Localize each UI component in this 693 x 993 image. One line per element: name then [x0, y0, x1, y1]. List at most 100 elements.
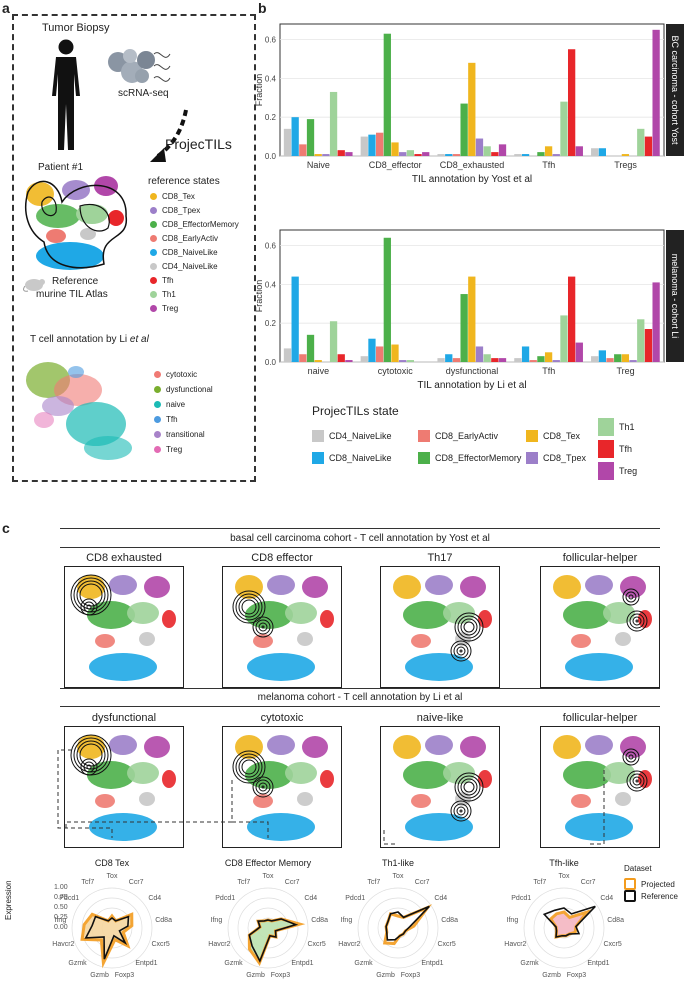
umap-title: Th17 — [427, 552, 453, 564]
radar-gene-label: Entpd1 — [421, 960, 444, 968]
umap-cluster — [478, 770, 492, 788]
biopsy-title: Tumor Biopsy — [42, 22, 110, 34]
umap-cluster — [127, 762, 159, 784]
legend-swatch — [150, 277, 157, 284]
row1-title: basal cell carcinoma cohort - T cell ann… — [230, 533, 490, 544]
umap-cluster — [393, 735, 421, 759]
radar-reference — [84, 915, 130, 960]
density-contour — [258, 622, 268, 632]
legend-label: dysfunctional — [166, 385, 213, 394]
y-tick-label: 0.0 — [265, 358, 277, 367]
umap-title: dysfunctional — [91, 712, 157, 724]
legend-b-item: CD8_EarlyActiv — [418, 430, 498, 442]
umap-cluster — [443, 762, 475, 784]
x-tick-label: dysfunctional — [446, 366, 499, 376]
umap-cluster — [460, 576, 486, 598]
bar-CD4_NaiveLike-CD8_exhausted — [437, 154, 445, 156]
density-contour — [80, 598, 98, 616]
radar-gene-label: Cd4 — [600, 894, 614, 902]
bar-CD4_NaiveLike-cytotoxic — [360, 356, 368, 362]
umap-cluster — [247, 653, 315, 681]
legend-item: Treg — [154, 445, 182, 454]
umap-cluster — [411, 794, 431, 808]
density-contour — [629, 613, 645, 629]
panel-a-frame — [12, 14, 256, 482]
radar-reference — [542, 905, 596, 938]
radar-gene-label: Ccr7 — [580, 878, 596, 886]
legend-swatch — [150, 263, 157, 270]
radar-gene-label: Ifng — [506, 916, 519, 924]
bar-CD8_EarlyActiv-naive — [299, 354, 307, 362]
x-tick-label: CD8_effector — [369, 160, 422, 170]
bar-Th1-CD8_exhausted — [483, 146, 491, 156]
umap-title: CD8 effector — [251, 552, 313, 564]
legend-label: CD8_Tpex — [543, 453, 587, 463]
density-contour — [238, 756, 260, 778]
legend-label: CD8_NaiveLike — [162, 248, 218, 257]
bar-CD8_NaiveLike-Naive — [291, 117, 299, 156]
radar-gene-label: Entpd1 — [587, 960, 610, 968]
legend-swatch — [150, 235, 157, 242]
density-contour — [83, 601, 95, 613]
bar-CD4_NaiveLike-dysfunctional — [437, 358, 445, 362]
umap-cluster — [302, 736, 328, 758]
bar-CD4_NaiveLike-Tfh — [514, 358, 522, 362]
bar-Tfh-Tfh — [568, 49, 576, 157]
bar-CD8_NaiveLike-naive — [291, 276, 299, 362]
y-tick-label: 0.2 — [265, 319, 277, 328]
bar-Treg-Treg — [652, 282, 660, 362]
radar-tick: 0.75 — [54, 894, 68, 901]
panel-b-bar-charts: 0.0 0.2 0.4 0.6 Fraction Naive CD8_effector CD8… — [254, 23, 684, 391]
density-contour — [628, 754, 634, 760]
bar-CD8_Tex-Tfh — [544, 352, 553, 362]
legend-swatch — [154, 446, 161, 453]
bar-Tfh-Naive — [337, 150, 345, 156]
bar-CD8_Tpex-Tfh — [552, 360, 560, 362]
umap-cluster — [638, 770, 652, 788]
density-contour — [258, 782, 268, 792]
umap-plot-r1-2 — [380, 566, 500, 688]
radar-gene-label: Cxcr5 — [151, 940, 170, 948]
umap-title: follicular-helper — [562, 712, 638, 724]
bar-CD8_Tex-naive — [314, 360, 322, 362]
umap-cluster — [162, 610, 176, 628]
bar-Tfh-CD8_effector — [414, 154, 422, 156]
radar-gene-label: Pdcd1 — [511, 894, 532, 902]
x-tick-label: Tregs — [614, 160, 637, 170]
umap-cluster — [297, 632, 313, 646]
y-tick-label: 0.6 — [265, 36, 277, 45]
radar-gene-label: Gzmk — [224, 960, 243, 968]
umap-cluster — [585, 575, 613, 595]
ref-states-title: reference states — [148, 176, 220, 187]
umap-cluster — [89, 813, 157, 841]
facet-strip-label: BC carcinoma - cohort Yost — [670, 35, 680, 145]
umap-cluster — [77, 575, 105, 599]
legend-swatch — [312, 452, 324, 464]
radar-gene-label: Ccr7 — [128, 878, 144, 886]
radar-tick: 0.25 — [54, 914, 68, 921]
bar-chart-1: 0.0 0.2 0.4 0.6 Fraction naive cytotoxic dysfun… — [254, 229, 684, 391]
bar-CD8_NaiveLike-Tregs — [598, 148, 606, 156]
bar-Th1-Treg — [637, 319, 645, 362]
legend-swatch — [526, 452, 538, 464]
legend-swatch — [598, 440, 614, 458]
umap-plot-r2-0 — [64, 726, 184, 848]
density-contour — [235, 593, 263, 621]
umap-cluster — [571, 794, 591, 808]
umap-cluster — [565, 653, 633, 681]
panel-c-letter: c — [2, 520, 10, 536]
bar-CD8_Tex-cytotoxic — [391, 344, 399, 362]
radar-gene-label: Cxcr5 — [307, 940, 326, 948]
legend-item: dysfunctional — [154, 385, 213, 394]
x-tick-label: Tfh — [542, 160, 555, 170]
density-contour — [457, 775, 481, 799]
density-contour — [635, 779, 639, 783]
bar-Tfh-dysfunctional — [491, 358, 499, 362]
connector-lines — [57, 749, 605, 845]
radar-gene-label: Cd8a — [607, 916, 624, 924]
radar-gene-label: Foxp3 — [270, 971, 291, 979]
dataset-title: Dataset — [624, 864, 652, 873]
density-contour — [232, 750, 266, 784]
bar-CD4_NaiveLike-Naive — [283, 128, 292, 156]
radar-grid — [523, 887, 605, 969]
